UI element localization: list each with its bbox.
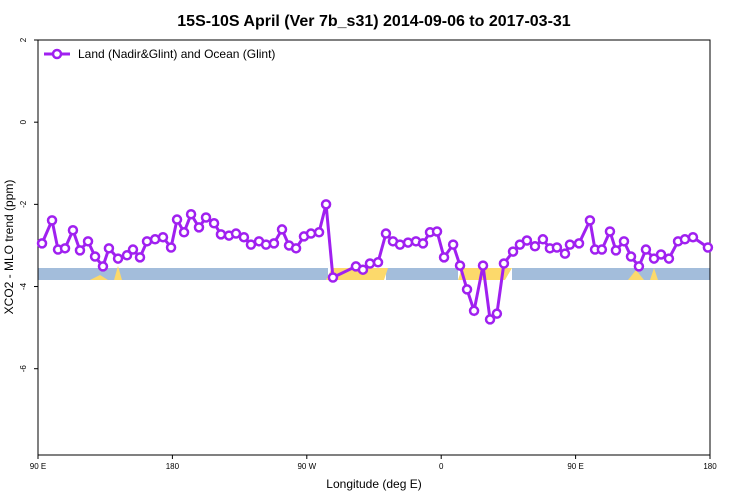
data-point xyxy=(165,242,177,253)
data-point xyxy=(604,226,616,237)
data-point xyxy=(276,224,288,235)
data-point xyxy=(127,244,139,255)
y-tick-label: -6 xyxy=(19,365,28,373)
data-point xyxy=(200,212,212,223)
data-point xyxy=(103,243,115,254)
data-point xyxy=(394,239,406,250)
data-point xyxy=(357,264,369,275)
data-point xyxy=(134,252,146,263)
data-point xyxy=(97,261,109,272)
x-axis-label: Longitude (deg E) xyxy=(326,477,421,491)
data-point xyxy=(596,244,608,255)
data-point xyxy=(193,222,205,233)
data-point xyxy=(447,239,459,250)
data-point xyxy=(46,215,58,226)
data-point xyxy=(171,214,183,225)
data-point xyxy=(431,226,443,237)
data-point xyxy=(67,224,79,236)
data-point xyxy=(640,244,652,255)
data-point xyxy=(537,234,549,245)
data-point xyxy=(454,260,466,271)
data-point xyxy=(663,253,675,264)
data-point xyxy=(491,308,503,319)
y-tick-label: 0 xyxy=(19,119,28,124)
data-point xyxy=(687,231,699,243)
data-point xyxy=(498,258,510,269)
data-point xyxy=(290,243,302,254)
data-point xyxy=(320,199,332,210)
data-point xyxy=(82,236,94,247)
data-point xyxy=(185,208,197,220)
data-point xyxy=(36,238,48,249)
data-point xyxy=(178,227,190,238)
chart-title: 15S-10S April (Ver 7b_s31) 2014-09-06 to… xyxy=(177,13,571,30)
x-tick-label: 90 W xyxy=(297,462,316,471)
data-point xyxy=(402,237,414,248)
legend-marker xyxy=(51,48,63,60)
data-point xyxy=(633,261,645,272)
y-axis-label: XCO2 - MLO trend (ppm) xyxy=(2,180,16,315)
land-band xyxy=(90,275,108,280)
data-point xyxy=(372,257,384,268)
data-point xyxy=(564,239,576,250)
data-point xyxy=(610,245,622,256)
y-tick-label: 2 xyxy=(19,37,28,42)
data-point xyxy=(305,228,317,239)
x-tick-label: 180 xyxy=(703,462,717,471)
data-point xyxy=(468,305,480,317)
data-point xyxy=(313,227,325,238)
legend-label: Land (Nadir&Glint) and Ocean (Glint) xyxy=(78,47,275,61)
data-point xyxy=(584,215,596,226)
data-point xyxy=(141,236,153,247)
data-point xyxy=(238,231,250,243)
data-point xyxy=(59,243,71,254)
data-point xyxy=(461,284,473,295)
data-point xyxy=(655,249,667,260)
data-point xyxy=(89,251,101,262)
land-band xyxy=(326,268,388,280)
data-point xyxy=(551,242,563,253)
ocean-band xyxy=(512,268,710,280)
data-point xyxy=(230,228,242,239)
data-point xyxy=(438,252,450,263)
x-tick-label: 90 E xyxy=(30,462,46,471)
data-point xyxy=(679,234,691,245)
data-point xyxy=(364,258,376,269)
data-point xyxy=(477,260,489,271)
data-point xyxy=(121,250,133,261)
y-tick-label: -2 xyxy=(19,200,28,208)
data-point xyxy=(573,238,585,249)
data-point xyxy=(268,238,280,249)
y-tick-label: -4 xyxy=(19,282,28,290)
land-band xyxy=(650,268,658,280)
data-point xyxy=(327,272,339,283)
data-point xyxy=(417,238,429,249)
data-point xyxy=(529,241,541,252)
data-point xyxy=(559,248,571,259)
data-point xyxy=(157,231,169,243)
data-point xyxy=(260,239,272,250)
data-point xyxy=(245,239,257,250)
ocean-band xyxy=(386,268,458,280)
ocean-band xyxy=(38,268,328,280)
data-point xyxy=(74,245,86,256)
data-point xyxy=(215,229,227,240)
data-point xyxy=(112,253,124,264)
data-point xyxy=(702,242,714,253)
surface-band xyxy=(38,266,710,280)
data-point xyxy=(208,218,220,229)
data-point xyxy=(618,236,630,247)
x-tick-label: 0 xyxy=(439,462,444,471)
data-point xyxy=(521,235,533,246)
data-point xyxy=(625,251,637,262)
data-point xyxy=(484,314,496,325)
land-band xyxy=(114,266,122,280)
x-tick-label: 180 xyxy=(166,462,180,471)
data-point xyxy=(507,246,519,257)
data-point xyxy=(380,228,392,239)
plot-frame xyxy=(37,39,711,456)
x-tick-label: 90 E xyxy=(567,462,583,471)
land-band xyxy=(628,270,644,280)
